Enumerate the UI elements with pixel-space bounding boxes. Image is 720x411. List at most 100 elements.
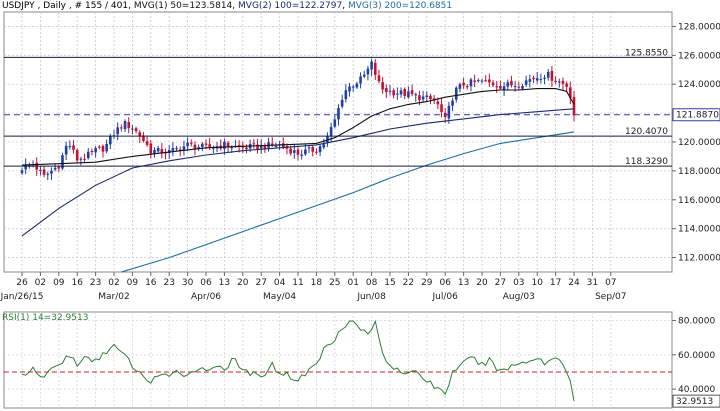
month-tick-label: Jan/26/15: [0, 292, 43, 302]
candle-body: [68, 146, 72, 148]
candle-body: [123, 121, 127, 130]
day-tick-label: 27: [255, 278, 266, 288]
candle-body: [318, 146, 322, 153]
candle: [410, 84, 414, 97]
candle-body: [414, 94, 418, 96]
candle: [535, 72, 539, 84]
candle: [543, 74, 546, 84]
candle-body: [193, 144, 197, 150]
candle: [506, 79, 510, 91]
candle-body: [370, 61, 373, 70]
candle: [212, 145, 215, 154]
candle: [127, 117, 131, 134]
candle: [554, 76, 557, 85]
candle: [532, 75, 535, 83]
candle-body: [366, 68, 370, 75]
candle: [322, 138, 326, 150]
candle-body: [226, 142, 230, 147]
candle: [189, 139, 193, 147]
candle-body: [392, 90, 395, 96]
candle: [182, 140, 186, 156]
candle-body: [355, 83, 359, 88]
candle: [186, 137, 189, 152]
candle-body: [329, 127, 333, 136]
candle: [101, 144, 105, 158]
candle-body: [340, 99, 344, 107]
day-tick-label: 11: [292, 278, 303, 288]
day-tick-label: 20: [237, 278, 249, 288]
candle-body: [300, 154, 303, 156]
symbol-label: USDJPY: [2, 1, 35, 11]
candle-body: [407, 91, 410, 98]
candle-body: [160, 148, 164, 154]
candle-body: [311, 146, 315, 152]
day-tick-label: 09: [53, 278, 65, 288]
candle-body: [425, 95, 429, 97]
candle: [53, 164, 57, 172]
candle: [142, 132, 145, 143]
month-tick-label: Mar/02: [98, 292, 129, 302]
candle-body: [440, 104, 443, 112]
candle-body: [145, 141, 149, 145]
candle-body: [97, 146, 101, 148]
candle-body: [561, 80, 565, 84]
candle: [90, 148, 94, 156]
candle-body: [171, 148, 175, 151]
candle: [145, 135, 149, 147]
candle: [370, 58, 373, 76]
candle: [94, 146, 97, 158]
day-tick-label: 06: [200, 278, 212, 288]
candle-body: [156, 147, 160, 152]
candle: [75, 148, 79, 164]
candle-body: [373, 62, 377, 75]
candle: [300, 149, 303, 160]
chart-header: USDJPY , Daily , # 155 / 401, MVG(1) 50=…: [2, 1, 453, 11]
candle: [333, 115, 337, 129]
candle-body: [138, 132, 142, 137]
candle: [480, 78, 484, 84]
candle-body: [381, 82, 384, 90]
candle: [160, 142, 164, 159]
candle: [561, 77, 565, 91]
candle-body: [473, 80, 476, 82]
candle-body: [252, 143, 256, 145]
candle-body: [528, 79, 532, 82]
candle-body: [75, 150, 79, 161]
candle: [97, 144, 101, 150]
candle: [252, 139, 256, 149]
candle: [193, 141, 197, 156]
candle-body: [201, 143, 204, 148]
candle-body: [120, 127, 123, 129]
candle: [263, 143, 267, 153]
candle: [502, 82, 506, 96]
rsi-current-label: 32.9513: [676, 397, 713, 407]
candle-body: [259, 144, 263, 149]
price-tick-label: 118.0000: [678, 167, 720, 177]
day-tick-label: 26: [16, 278, 28, 288]
rsi-tick-label: 80.0000: [678, 317, 715, 327]
candle-body: [403, 89, 407, 96]
mvg1-label: MVG(1) 50=123.5814: [133, 1, 233, 11]
candle-body: [377, 75, 381, 82]
candle-body: [94, 148, 97, 153]
candle: [79, 156, 83, 166]
candle-body: [46, 173, 50, 175]
candle-body: [557, 81, 561, 83]
candle-body: [127, 122, 131, 129]
candle-body: [263, 145, 267, 150]
candle: [64, 141, 68, 161]
candle-body: [189, 142, 193, 144]
candle-body: [322, 144, 326, 148]
candle-body: [289, 148, 292, 154]
day-tick-label: 30: [182, 278, 194, 288]
candle-body: [502, 86, 506, 90]
candle-body: [337, 107, 340, 120]
candle-body: [307, 147, 311, 149]
candle: [510, 75, 513, 88]
mvg3-label: MVG(3) 200=120.6851: [347, 1, 453, 11]
day-tick-label: 01: [347, 278, 358, 288]
candle-body: [83, 158, 86, 160]
day-tick-label: 24: [568, 278, 580, 288]
candle-body: [204, 143, 208, 145]
candle-body: [86, 151, 90, 159]
